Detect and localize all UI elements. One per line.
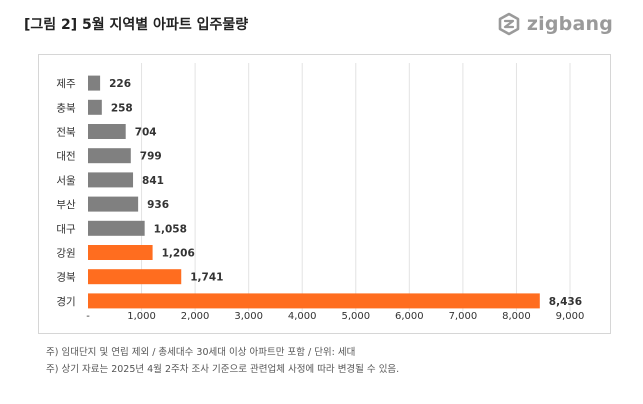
bar (88, 196, 139, 212)
category-label: 제주 (56, 78, 76, 90)
bar-chart: - 1,000 2,000 3,000 4,000 5,000 6,000 7,000 8,00… (56, 63, 585, 322)
bar (88, 220, 145, 236)
brand-logo: zigbang (497, 12, 613, 36)
bar (88, 172, 134, 188)
data-label: 1,741 (190, 272, 223, 284)
category-label: 강원 (56, 248, 75, 260)
chart-area: - 1,000 2,000 3,000 4,000 5,000 6,000 7,000 8,00… (38, 54, 611, 334)
category-label: 부산 (56, 199, 76, 211)
category-label: 경북 (56, 271, 76, 284)
category-label: 충북 (56, 102, 76, 114)
data-label: 1,206 (162, 248, 195, 260)
x-tick-label: 2,000 (181, 311, 210, 322)
chart-title: [그림 2] 5월 지역별 아파트 입주물량 (24, 17, 249, 33)
category-label: 전북 (56, 127, 76, 139)
bar (88, 293, 540, 309)
footnote: 주) 임대단지 및 연립 제외 / 총세대수 30세대 이상 아파트만 포함 /… (46, 347, 356, 358)
data-label: 226 (109, 78, 131, 90)
data-label: 841 (142, 175, 164, 187)
bar (88, 75, 101, 91)
x-tick-label: 3,000 (234, 311, 263, 322)
data-label: 8,436 (549, 296, 582, 308)
zigbang-logo-icon (498, 12, 520, 36)
footnotes: 주) 임대단지 및 연립 제외 / 총세대수 30세대 이상 아파트만 포함 /… (46, 344, 399, 378)
category-label: 경기 (56, 295, 75, 308)
data-label: 1,058 (154, 223, 187, 235)
category-label: 서울 (56, 175, 76, 187)
x-tick-label: 8,000 (502, 311, 531, 322)
footnote: 주) 상기 자료는 2025년 4월 2주차 조사 기준으로 관련업체 사정에 … (46, 364, 400, 375)
x-tick-label: 1,000 (127, 311, 156, 322)
x-tick-label: 6,000 (395, 311, 424, 322)
bar (88, 124, 126, 139)
category-label: 대구 (56, 223, 76, 235)
bar (88, 99, 102, 115)
data-label: 799 (140, 151, 162, 163)
bar (88, 245, 153, 260)
x-tick-label: 4,000 (288, 311, 317, 322)
data-label: 936 (147, 199, 169, 211)
data-label: 704 (135, 127, 157, 139)
x-tick-label: - (86, 311, 90, 322)
category-label: 대전 (56, 151, 75, 163)
x-tick-label: 7,000 (449, 311, 478, 322)
data-label: 258 (111, 102, 133, 114)
bar (88, 148, 131, 164)
bar (88, 269, 182, 285)
x-tick-label: 5,000 (341, 311, 370, 322)
x-tick-label: 9,000 (556, 311, 585, 322)
brand-name: zigbang (526, 13, 613, 35)
